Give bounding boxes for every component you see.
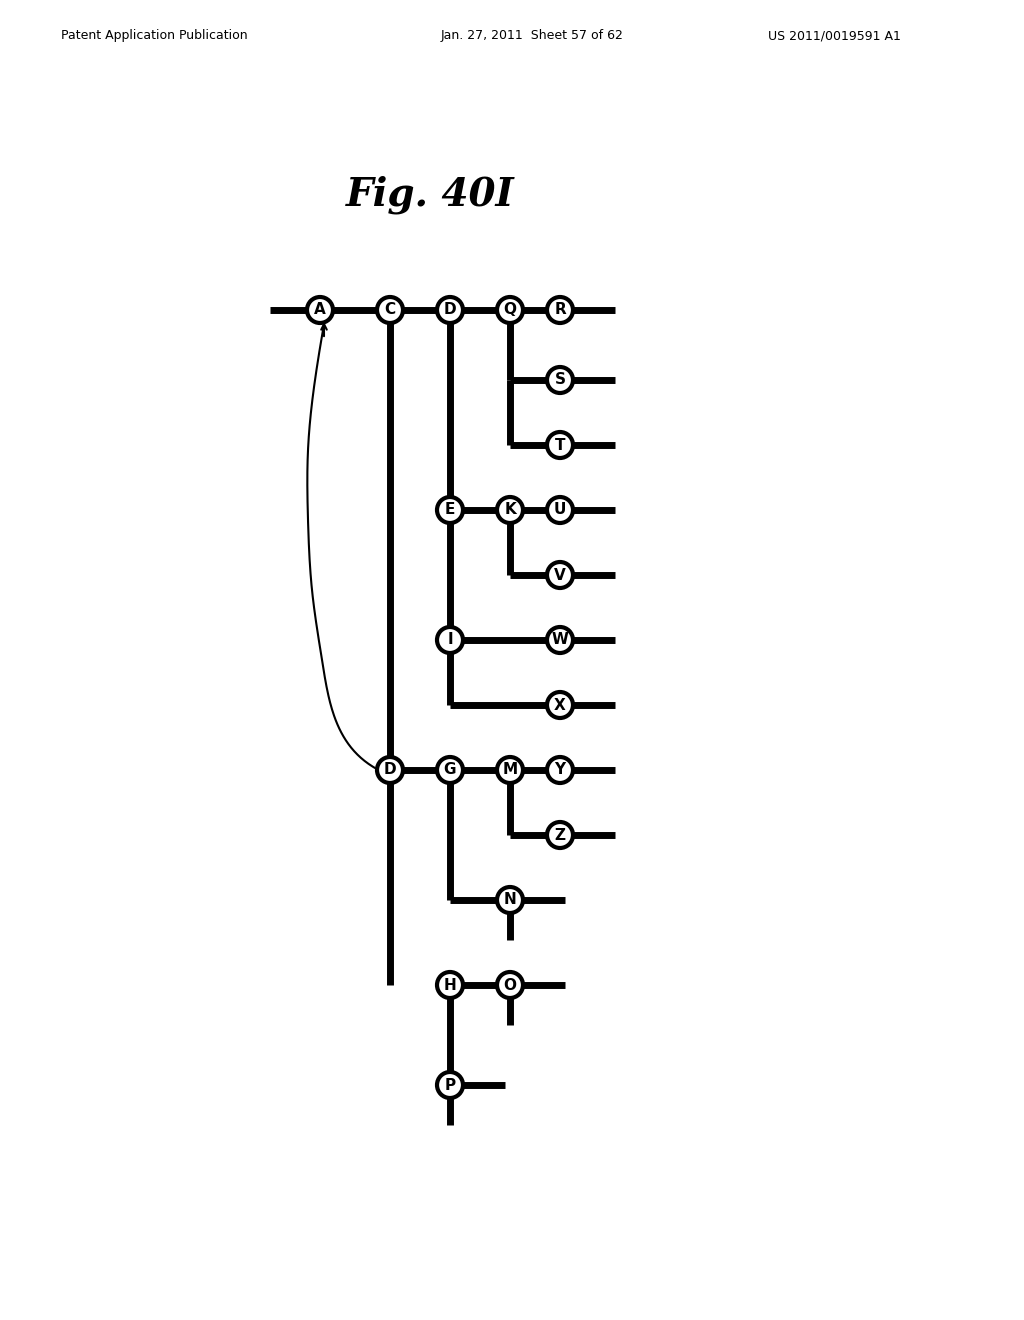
Circle shape <box>497 887 523 913</box>
Circle shape <box>547 627 573 653</box>
Text: Patent Application Publication: Patent Application Publication <box>61 29 248 42</box>
Text: E: E <box>444 503 456 517</box>
Text: M: M <box>503 763 517 777</box>
Circle shape <box>437 972 463 998</box>
Circle shape <box>497 972 523 998</box>
Text: US 2011/0019591 A1: US 2011/0019591 A1 <box>768 29 901 42</box>
Text: Y: Y <box>554 763 565 777</box>
Circle shape <box>307 297 333 323</box>
Text: Fig. 40I: Fig. 40I <box>346 176 514 214</box>
Text: D: D <box>443 302 457 318</box>
Circle shape <box>547 432 573 458</box>
Text: U: U <box>554 503 566 517</box>
Text: K: K <box>504 503 516 517</box>
Circle shape <box>547 297 573 323</box>
Text: G: G <box>443 763 457 777</box>
Text: H: H <box>443 978 457 993</box>
Text: I: I <box>447 632 453 648</box>
Text: N: N <box>504 892 516 908</box>
Circle shape <box>437 1072 463 1098</box>
Text: P: P <box>444 1077 456 1093</box>
Circle shape <box>497 498 523 523</box>
Text: A: A <box>314 302 326 318</box>
Text: W: W <box>552 632 568 648</box>
Circle shape <box>437 498 463 523</box>
Text: O: O <box>504 978 516 993</box>
Circle shape <box>377 297 403 323</box>
Text: C: C <box>384 302 395 318</box>
Text: Jan. 27, 2011  Sheet 57 of 62: Jan. 27, 2011 Sheet 57 of 62 <box>440 29 624 42</box>
Text: D: D <box>384 763 396 777</box>
Text: T: T <box>555 437 565 453</box>
Text: X: X <box>554 697 566 713</box>
Circle shape <box>437 627 463 653</box>
Circle shape <box>547 498 573 523</box>
Text: Q: Q <box>504 302 516 318</box>
Circle shape <box>497 297 523 323</box>
Circle shape <box>547 367 573 393</box>
Text: S: S <box>555 372 565 388</box>
Circle shape <box>497 756 523 783</box>
Circle shape <box>547 822 573 847</box>
Circle shape <box>547 562 573 587</box>
Circle shape <box>437 297 463 323</box>
Text: R: R <box>554 302 566 318</box>
Circle shape <box>547 756 573 783</box>
Circle shape <box>437 756 463 783</box>
Text: V: V <box>554 568 566 582</box>
Circle shape <box>547 692 573 718</box>
Text: Z: Z <box>555 828 565 842</box>
Circle shape <box>377 756 403 783</box>
